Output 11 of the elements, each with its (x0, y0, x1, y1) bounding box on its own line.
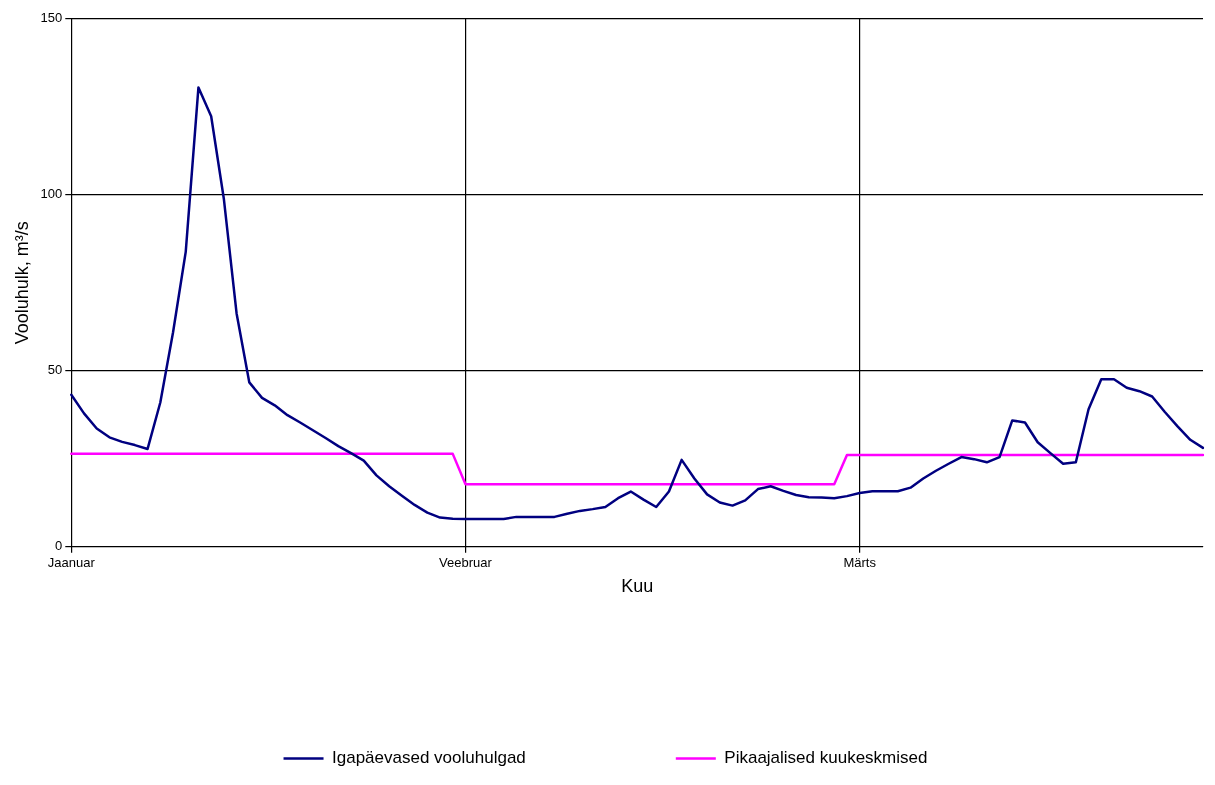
y-axis-title: Vooluhulk, m³/s (11, 221, 32, 345)
y-tick-label: 150 (40, 10, 63, 26)
y-tick-label: 50 (47, 362, 63, 378)
y-tick-label: 0 (55, 538, 63, 554)
y-tick-label: 100 (40, 186, 63, 202)
x-axis-title: Kuu (621, 576, 654, 597)
x-tick-label: Jaanuar (47, 555, 96, 571)
legend-label: Pikaajalised kuukeskmised (724, 748, 928, 768)
x-tick-label: Märts (843, 555, 877, 571)
x-tick-label: Veebruar (439, 555, 493, 571)
legend-label: Igapäevased vooluhulgad (332, 748, 526, 768)
